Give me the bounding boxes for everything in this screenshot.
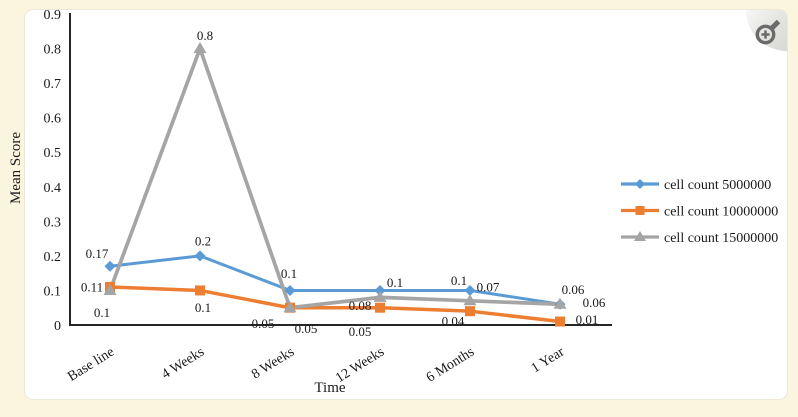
chart-card xyxy=(24,9,788,400)
y-axis-title: Mean Score xyxy=(8,132,24,204)
magnifier-plus-icon xyxy=(755,19,781,44)
zoom-image-button[interactable] xyxy=(746,10,787,51)
